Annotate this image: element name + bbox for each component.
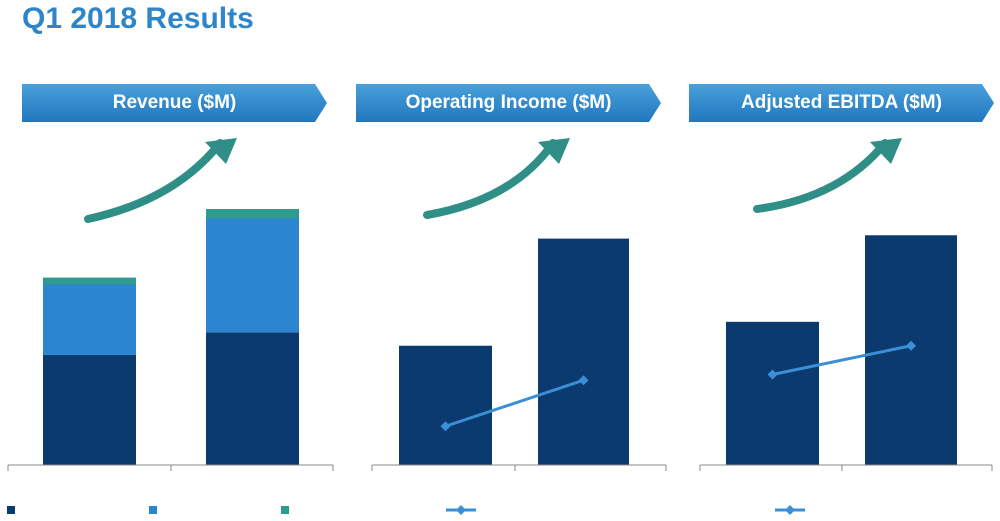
legend-square-icon xyxy=(149,506,157,514)
bar xyxy=(538,238,629,465)
operating-income-banner: Operating Income ($M) xyxy=(356,84,661,122)
page-title: Q1 2018 Results xyxy=(22,2,254,35)
adjusted-ebitda-banner: Adjusted EBITDA ($M) xyxy=(689,84,994,122)
bar xyxy=(726,321,819,465)
growth-arrow-head-icon xyxy=(870,138,902,164)
margin-point xyxy=(440,421,451,432)
margin-point xyxy=(578,375,589,386)
growth-arrow-icon xyxy=(84,139,224,223)
margin-point xyxy=(906,340,916,351)
growth-arrow-icon xyxy=(423,139,557,219)
revenue-banner: Revenue ($M) xyxy=(22,84,327,122)
growth-arrow-head-icon xyxy=(205,138,237,164)
margin-line xyxy=(772,344,912,376)
growth-arrow-head-icon xyxy=(538,138,570,164)
bar-segment xyxy=(43,354,136,465)
bar-segment xyxy=(206,218,299,333)
legend-marker-icon xyxy=(456,505,466,515)
bar-segment xyxy=(43,277,136,285)
bar-segment xyxy=(206,209,299,219)
legend-square-icon xyxy=(7,506,15,514)
bar-segment xyxy=(43,284,136,355)
margin-point xyxy=(767,369,778,380)
bar-segment xyxy=(206,332,299,465)
legend-square-icon xyxy=(281,506,289,514)
margin-line xyxy=(445,378,584,428)
legend-marker-icon xyxy=(785,505,795,515)
bar xyxy=(399,345,492,465)
growth-arrow-icon xyxy=(753,139,889,213)
